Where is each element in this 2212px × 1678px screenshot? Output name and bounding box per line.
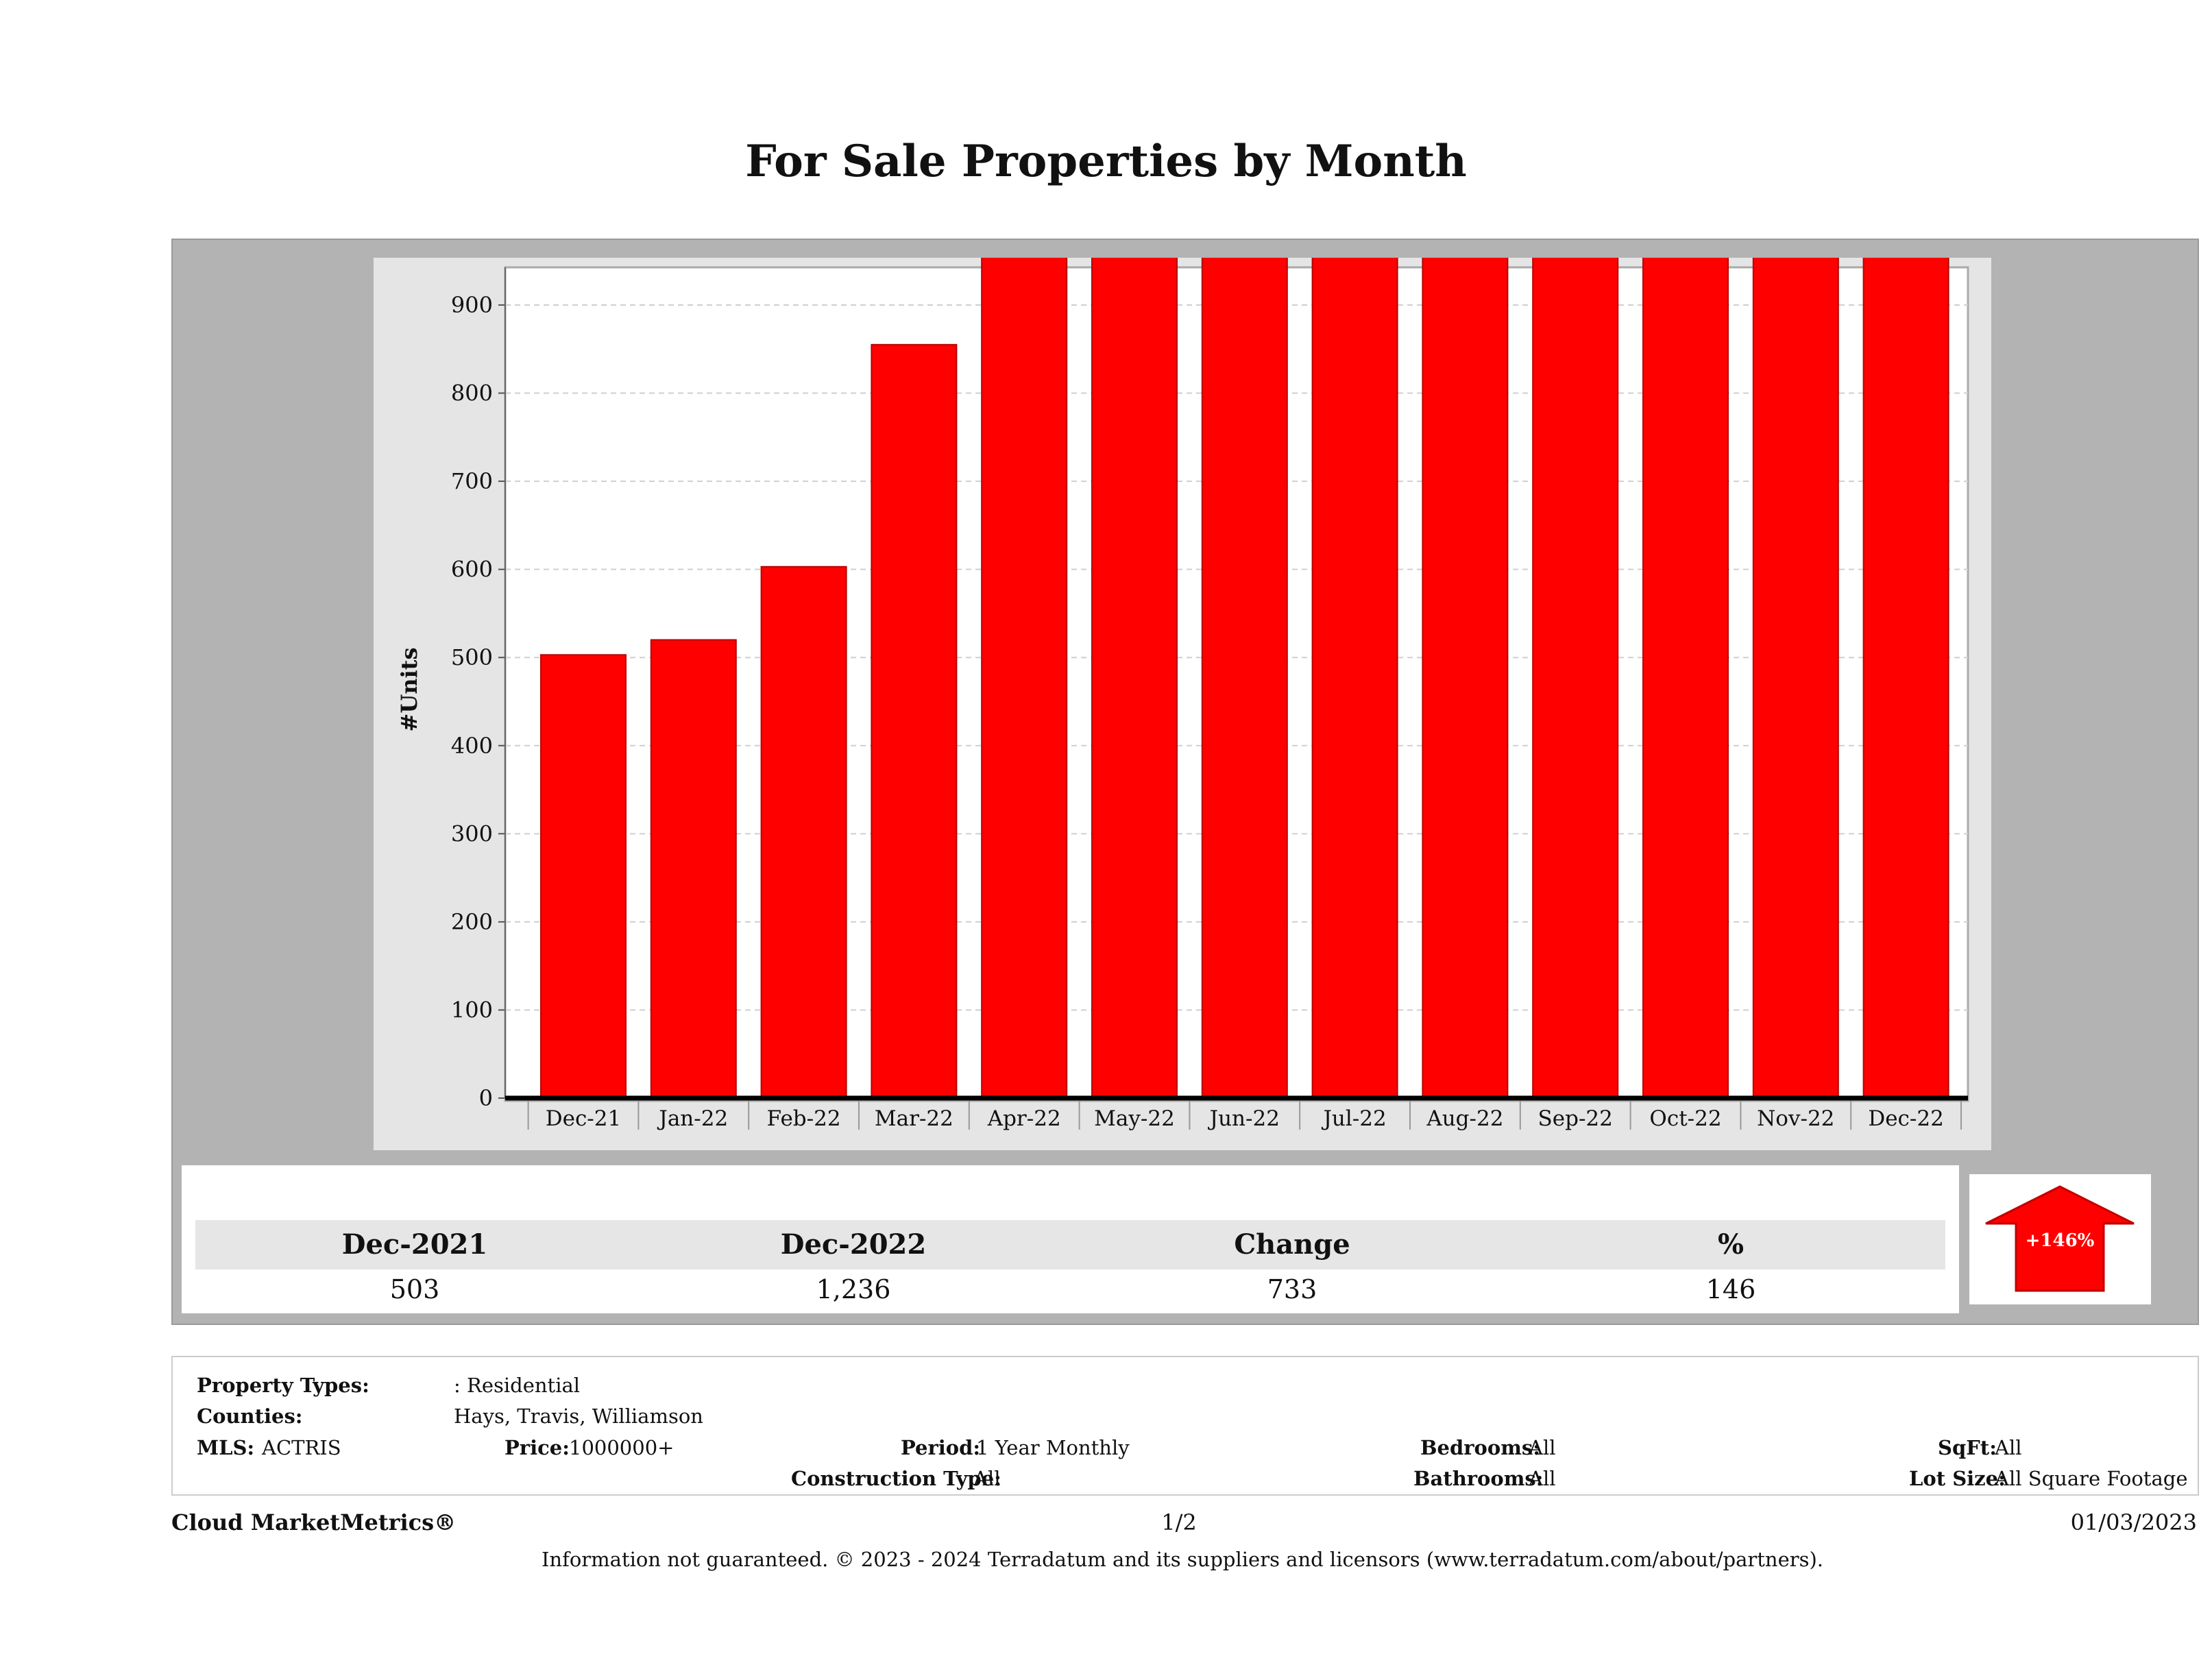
x-tick-label: Mar-22	[875, 1106, 953, 1131]
mls-value: ACTRIS	[262, 1436, 341, 1459]
y-tick-label: 100	[451, 997, 493, 1023]
y-tick-label: 400	[451, 733, 493, 759]
x-tick-label: Jun-22	[1208, 1106, 1280, 1131]
bar	[1201, 258, 1288, 1099]
bar-chart: 0100200300400500600700800900100011001200…	[396, 258, 1969, 1131]
construction-type-value: All	[973, 1467, 1001, 1490]
bar	[540, 654, 627, 1099]
counties-label: Counties:	[197, 1405, 303, 1428]
sqft-value: All	[1995, 1436, 2022, 1459]
brand-name: Cloud MarketMetrics®	[171, 1509, 457, 1535]
counties-value: Hays, Travis, Williamson	[454, 1405, 703, 1428]
bathrooms-value: All	[1529, 1467, 1556, 1490]
bar	[1311, 258, 1398, 1099]
x-tick-label: Aug-22	[1426, 1106, 1503, 1131]
price-label: Price:	[505, 1436, 570, 1459]
y-tick-label: 700	[451, 468, 493, 494]
bar	[1532, 258, 1619, 1099]
summary-value-change: 733	[1267, 1274, 1317, 1304]
change-badge: +146%	[1969, 1174, 2151, 1304]
bar	[1752, 258, 1839, 1099]
y-tick-label: 0	[479, 1085, 493, 1111]
criteria-box: Property Types: : Residential Counties: …	[171, 1356, 2199, 1496]
summary-values-row: 503 1,236 733 146	[195, 1271, 1945, 1308]
price-value: 1000000+	[569, 1436, 674, 1459]
x-tick-label: Nov-22	[1757, 1106, 1834, 1131]
summary-value-end: 1,236	[816, 1274, 891, 1304]
period-label: Period:	[901, 1436, 981, 1459]
x-tick-label: Dec-21	[546, 1106, 621, 1131]
summary-header-start: Dec-2021	[341, 1228, 488, 1261]
chart-frame: 0100200300400500600700800900100011001200…	[374, 258, 1991, 1150]
property-types-label: Property Types:	[197, 1374, 369, 1397]
bar	[981, 258, 1068, 1099]
y-axis-label: #Units	[396, 648, 422, 732]
x-tick-label: May-22	[1094, 1106, 1175, 1131]
badge-text: +146%	[2026, 1230, 2095, 1251]
x-tick-label: Jul-22	[1321, 1106, 1386, 1131]
summary-header-change: Change	[1234, 1228, 1350, 1261]
bar	[1422, 258, 1509, 1099]
property-types-value: : Residential	[454, 1374, 581, 1397]
page-title: For Sale Properties by Month	[745, 136, 1467, 187]
up-arrow-icon	[1985, 1185, 2135, 1292]
x-tick-label: Feb-22	[767, 1106, 841, 1131]
y-tick-label: 500	[451, 644, 493, 670]
summary-box: Dec-2021 Dec-2022 Change % 503 1,236 733…	[182, 1165, 1959, 1313]
y-tick-label: 800	[451, 380, 493, 406]
y-tick-label: 900	[451, 292, 493, 318]
summary-value-percent: 146	[1705, 1274, 1756, 1304]
report-date: 01/03/2023	[2070, 1509, 2197, 1535]
bar	[1091, 258, 1178, 1099]
disclaimer: Information not guaranteed. © 2023 - 202…	[541, 1548, 1824, 1571]
summary-header-end: Dec-2022	[780, 1228, 927, 1261]
lot-size-label: Lot Size:	[1909, 1467, 2006, 1490]
page-number: 1/2	[1161, 1509, 1197, 1535]
bedrooms-label: Bedrooms:	[1420, 1436, 1540, 1459]
bar	[1642, 258, 1729, 1099]
x-tick-label: Sep-22	[1538, 1106, 1613, 1131]
x-tick-label: Jan-22	[657, 1106, 728, 1131]
summary-header-row: Dec-2021 Dec-2022 Change %	[195, 1220, 1945, 1269]
summary-value-start: 503	[389, 1274, 440, 1304]
bar	[760, 566, 847, 1099]
lot-size-value: All Square Footage	[1995, 1467, 2188, 1490]
bar	[871, 343, 958, 1099]
y-tick-label: 600	[451, 557, 493, 583]
x-tick-label: Apr-22	[987, 1106, 1061, 1131]
construction-type-label: Construction Type:	[791, 1467, 1001, 1490]
summary-header-percent: %	[1717, 1228, 1744, 1261]
bar	[1862, 258, 1949, 1099]
x-tick-label: Dec-22	[1868, 1106, 1943, 1131]
bathrooms-label: Bathrooms:	[1413, 1467, 1544, 1490]
y-tick-label: 200	[451, 909, 493, 935]
sqft-label: SqFt:	[1938, 1436, 1997, 1459]
mls-label: MLS:	[197, 1436, 255, 1459]
y-tick-label: 300	[451, 820, 493, 847]
period-value: 1 Year Monthly	[976, 1436, 1130, 1459]
bedrooms-value: All	[1529, 1436, 1556, 1459]
bar	[650, 639, 737, 1099]
x-tick-label: Oct-22	[1649, 1106, 1721, 1131]
